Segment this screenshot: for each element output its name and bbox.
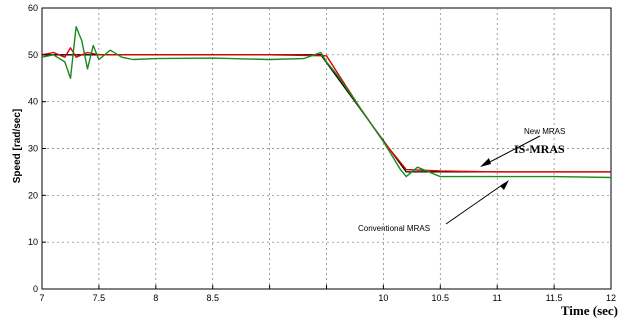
x-tick-label: 10: [378, 293, 388, 303]
x-tick-label: 7.5: [93, 293, 106, 303]
annotation-is-mras: IS-MRAS: [514, 142, 565, 156]
y-axis-label: Speed [rad/sec]: [12, 109, 23, 183]
x-tick-label: 11.5: [546, 293, 563, 303]
x-axis-ticks: 7 7.5 8 8.5 10 10.5 11 11.5 12: [39, 285, 616, 303]
y-tick-label: 10: [28, 237, 38, 247]
y-tick-label: 40: [28, 97, 38, 107]
y-tick-label: 60: [28, 3, 38, 13]
x-tick-label: 8.5: [206, 293, 219, 303]
y-tick-label: 50: [28, 50, 38, 60]
new-mras-line: [41, 47, 611, 173]
conventional-mras-line: [41, 26, 612, 179]
series-group: [41, 26, 612, 179]
x-tick-label: 8: [153, 293, 158, 303]
x-tick-label: 7: [39, 293, 44, 303]
x-tick-label: 10.5: [432, 293, 450, 303]
annotation-new-mras: New MRAS: [524, 127, 565, 136]
y-tick-label: 20: [28, 190, 38, 200]
arrow-new-mras: [483, 135, 541, 166]
x-tick-label: 11: [493, 293, 502, 303]
arrow-conventional-mras: [445, 182, 506, 225]
arrowhead-new-mras: [480, 158, 491, 167]
x-axis-label: Time (sec): [561, 303, 618, 318]
x-tick-label: 12: [606, 293, 616, 303]
annotations: New MRAS IS-MRAS Conventional MRAS: [358, 127, 565, 233]
y-tick-label: 0: [33, 284, 38, 294]
annotation-conventional-mras: Conventional MRAS: [358, 224, 430, 233]
y-axis-ticks: 0 10 20 30 40 50 60: [28, 3, 46, 294]
arrowhead-conventional-mras: [500, 180, 509, 190]
y-tick-label: 30: [28, 144, 38, 154]
